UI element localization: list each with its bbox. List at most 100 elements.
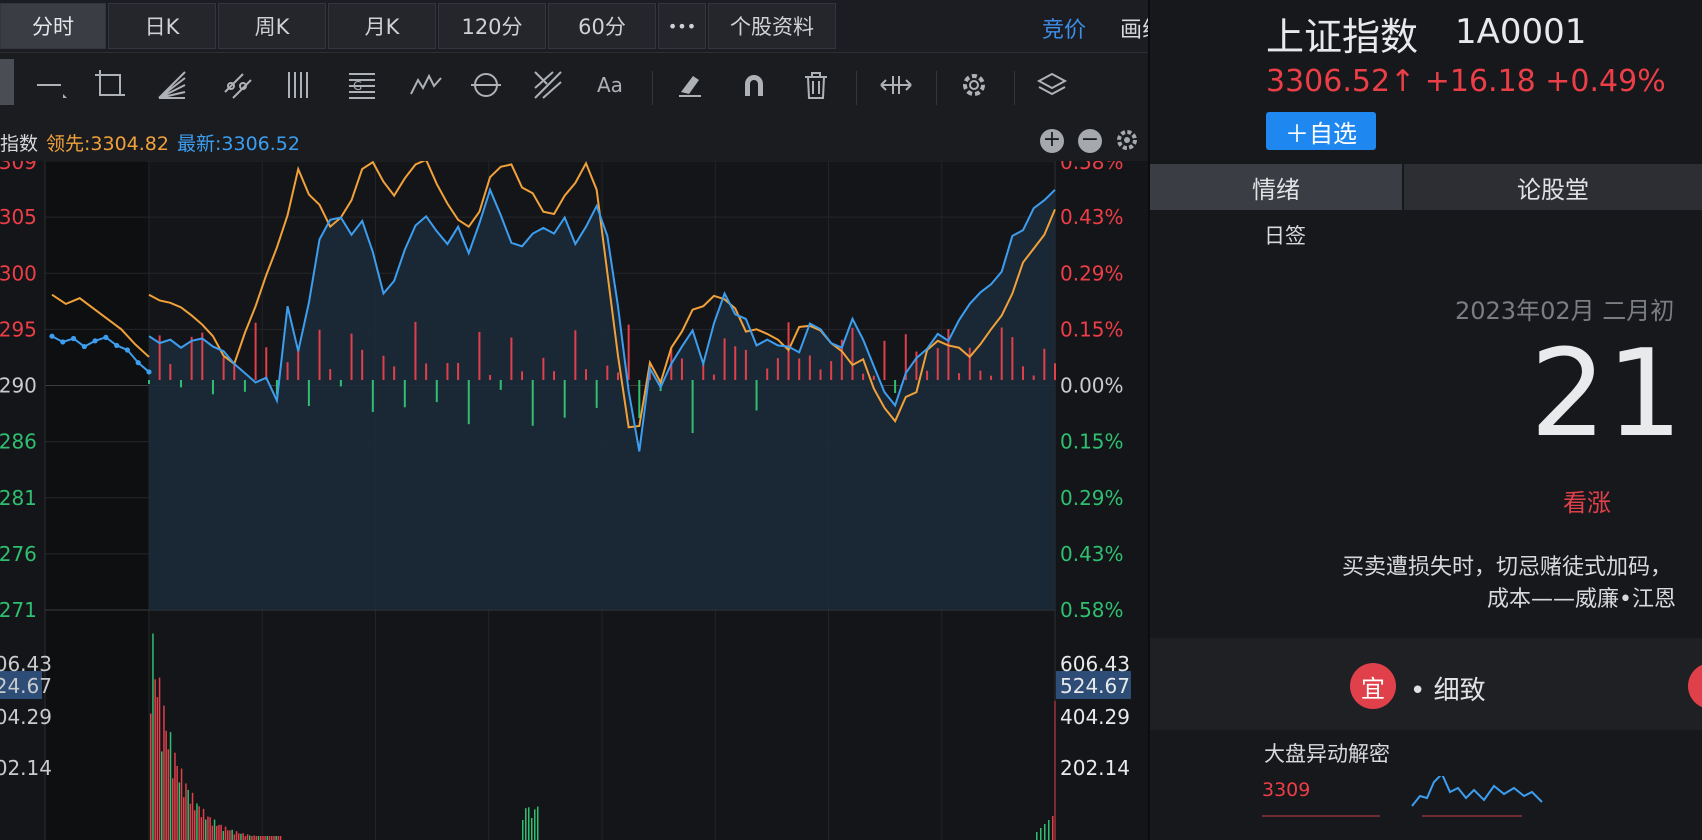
calendar-date: 2023年02月 二月初: [1455, 297, 1675, 325]
trash-icon[interactable]: [796, 65, 836, 105]
diff-bar: [808, 355, 811, 380]
layers-icon[interactable]: [1032, 65, 1072, 105]
tab-forum[interactable]: 论股堂: [1404, 164, 1702, 210]
volume-bar: [268, 836, 271, 840]
volume-bar: [183, 797, 185, 840]
vertical-lines-icon[interactable]: [280, 65, 320, 105]
intraday-chart[interactable]: 3309 3305 3300 3295 3290 3286 3281 3276 3271 0.58…: [0, 161, 1148, 840]
fan-icon[interactable]: [152, 65, 192, 105]
volume-bar: [522, 820, 524, 840]
tab-sentiment[interactable]: 情绪: [1150, 164, 1402, 210]
period-tab-bar: 分时 日K 周K 月K 120分 60分 ••• 个股资料: [0, 0, 1148, 53]
volume-bar: [257, 836, 260, 840]
volume-bar: [271, 836, 273, 840]
volume-bar: [194, 810, 196, 840]
svg-text:G: G: [353, 79, 362, 93]
diff-bar: [190, 336, 193, 380]
tab-stock-profile[interactable]: 个股资料: [708, 3, 836, 49]
diff-bar: [755, 380, 758, 411]
add-watchlist-button[interactable]: ＋自选: [1266, 112, 1376, 150]
chart-settings-icon[interactable]: [1114, 127, 1140, 158]
zoom-out-icon[interactable]: −: [1078, 129, 1102, 153]
volume-bar: [251, 836, 253, 840]
suitable-text: • 细致: [1410, 676, 1486, 706]
volume-bar: [279, 836, 282, 840]
diff-bar: [553, 371, 556, 380]
mini-chart[interactable]: 3309: [1262, 776, 1702, 840]
diff-bar: [243, 380, 246, 392]
volume-bar: [227, 830, 229, 840]
bid-button[interactable]: 竞价: [1042, 18, 1087, 43]
volume-bar: [198, 806, 200, 840]
tab-intraday[interactable]: 分时: [0, 3, 106, 49]
volume-bar: [277, 836, 280, 840]
volume-left-label: 202.14: [0, 756, 52, 780]
diff-bar: [510, 337, 513, 380]
left-axis-label: 3276: [0, 542, 37, 566]
text-icon[interactable]: Aa: [592, 65, 632, 105]
diff-bar: [958, 373, 961, 380]
latest-value: 最新:3306.52: [177, 133, 300, 155]
quote-line-2: 成本——威廉•江恩: [1487, 587, 1676, 612]
more-tabs-button[interactable]: •••: [658, 3, 706, 49]
latest-area: [149, 189, 1055, 610]
line-icon[interactable]: [30, 65, 70, 105]
volume-bar: [240, 833, 242, 840]
diff-bar: [947, 328, 950, 380]
toolbar-divider: [652, 71, 653, 105]
settings-icon[interactable]: [954, 65, 994, 105]
diff-bar: [158, 335, 161, 380]
diff-bar: [233, 361, 236, 380]
diff-bar: [201, 332, 204, 380]
volume-bar: [187, 789, 189, 840]
calendar-trend: 看涨: [1563, 489, 1611, 517]
diff-bar: [776, 358, 779, 380]
left-axis-label: 3295: [0, 317, 37, 341]
volume-bar: [161, 751, 163, 840]
diff-bar: [265, 347, 268, 380]
diff-bar: [585, 369, 588, 380]
volume-left-label: 606.43: [0, 652, 52, 676]
premarket-point: [81, 343, 87, 350]
rectangle-icon[interactable]: [90, 65, 130, 105]
volume-bar: [231, 829, 233, 840]
circle-icon[interactable]: [466, 65, 506, 105]
right-axis-label: 0.58%: [1060, 161, 1124, 174]
zoom-in-icon[interactable]: +: [1040, 129, 1064, 153]
premarket-point: [49, 333, 55, 339]
gann-icon[interactable]: G: [342, 65, 382, 105]
volume-bar: [196, 803, 198, 840]
mini-chart-label: 3309: [1262, 779, 1310, 801]
diff-bar: [286, 362, 289, 380]
volume-bar: [1052, 816, 1054, 840]
measure-icon[interactable]: [876, 65, 916, 105]
volume-bar: [253, 835, 255, 840]
diff-bar: [862, 373, 865, 380]
eraser-icon[interactable]: [670, 65, 710, 105]
tab-daily-k[interactable]: 日K: [108, 3, 216, 49]
diff-bar: [435, 380, 438, 403]
volume-bar: [224, 826, 227, 840]
tab-60min[interactable]: 60分: [548, 3, 656, 49]
diff-bar: [830, 361, 833, 380]
diff-bar: [307, 380, 310, 407]
diff-bar: [968, 347, 971, 380]
tab-120min[interactable]: 120分: [438, 3, 546, 49]
wave-icon[interactable]: [406, 65, 446, 105]
volume-bar: [216, 825, 218, 840]
diff-bar: [1000, 327, 1003, 380]
cursor-icon[interactable]: [0, 59, 14, 105]
diff-bar: [606, 365, 609, 380]
diff-bar: [798, 358, 801, 380]
pitchfork-icon[interactable]: [528, 65, 568, 105]
magnet-icon[interactable]: [734, 65, 774, 105]
volume-bar: [233, 834, 236, 840]
diff-bar: [318, 329, 321, 380]
left-axis-label: 3309: [0, 161, 37, 174]
tab-weekly-k[interactable]: 周K: [218, 3, 326, 49]
diff-bar: [542, 357, 545, 380]
parallel-channel-icon[interactable]: [218, 65, 258, 105]
tab-monthly-k[interactable]: 月K: [328, 3, 436, 49]
diff-bar: [350, 333, 353, 380]
left-axis-label: 3286: [0, 430, 37, 454]
